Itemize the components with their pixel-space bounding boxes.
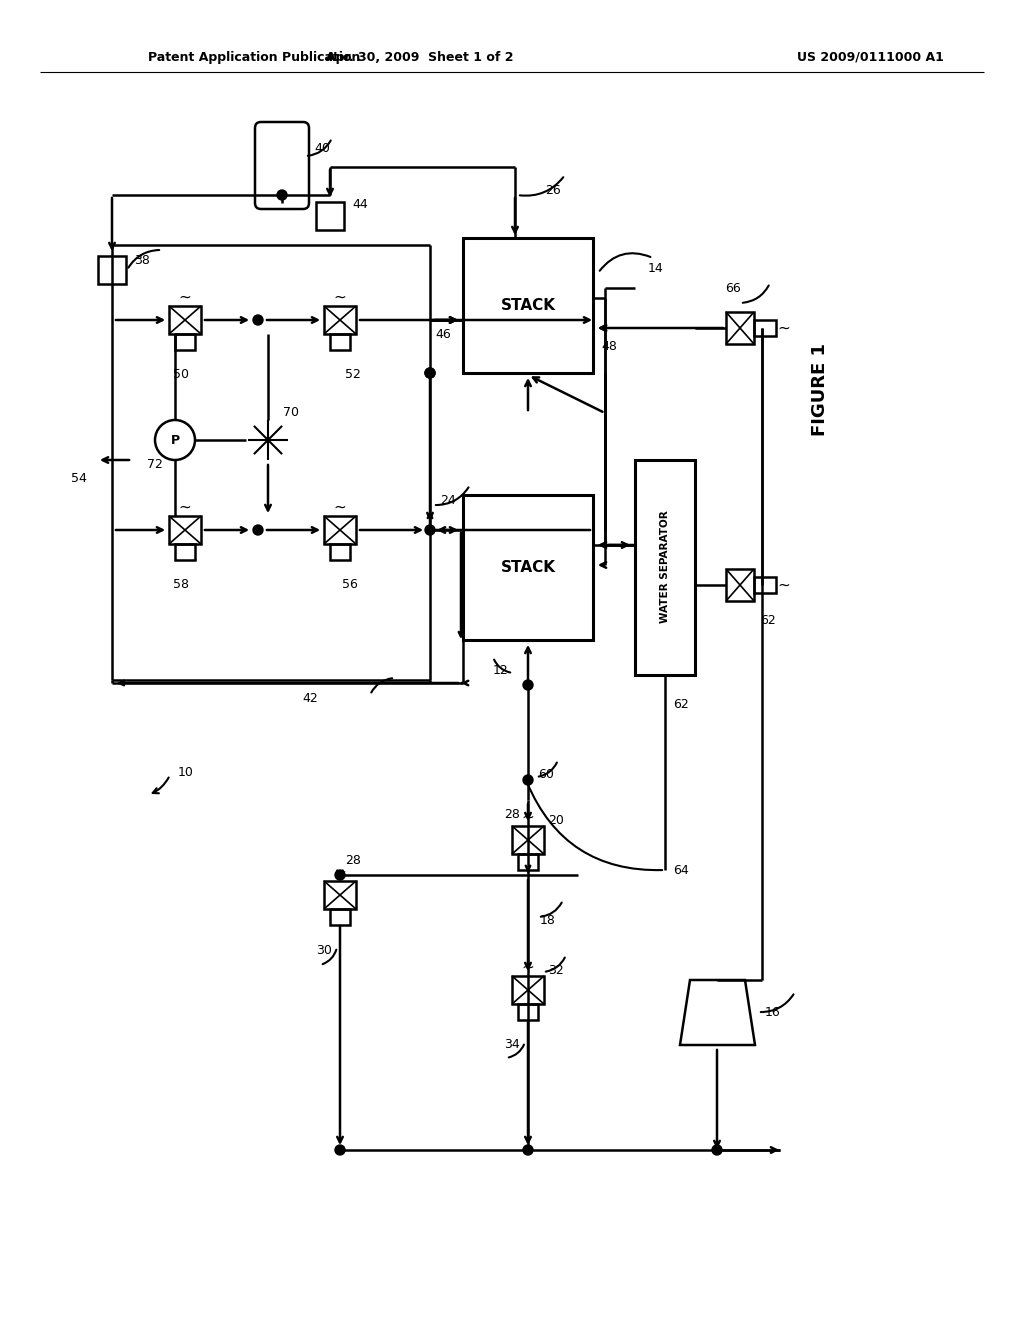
Text: US 2009/0111000 A1: US 2009/0111000 A1 (797, 50, 943, 63)
Bar (518, 1005, 538, 1020)
Bar (754, 319, 776, 337)
Bar (726, 312, 754, 345)
Text: 28: 28 (504, 808, 520, 821)
Circle shape (425, 525, 435, 535)
Text: 52: 52 (345, 368, 360, 381)
Bar (175, 544, 195, 560)
Circle shape (523, 1144, 534, 1155)
Bar (175, 334, 195, 350)
Bar (330, 909, 350, 925)
Text: ~: ~ (178, 499, 191, 515)
Text: P: P (170, 433, 179, 446)
Circle shape (425, 368, 435, 378)
Circle shape (253, 525, 263, 535)
Bar (169, 306, 201, 334)
Text: ~: ~ (521, 809, 535, 825)
Bar (98, 256, 126, 284)
Text: 34: 34 (504, 1039, 520, 1052)
Bar (169, 516, 201, 544)
Text: Patent Application Publication: Patent Application Publication (148, 50, 360, 63)
Text: 40: 40 (314, 141, 330, 154)
Circle shape (425, 368, 435, 378)
Text: FIGURE 1: FIGURE 1 (811, 343, 829, 437)
Text: ~: ~ (334, 289, 346, 305)
Text: 10: 10 (178, 767, 194, 780)
Bar (512, 826, 544, 854)
Text: 20: 20 (548, 813, 564, 826)
Text: 14: 14 (648, 261, 664, 275)
Text: STACK: STACK (501, 560, 555, 574)
Text: 44: 44 (352, 198, 368, 210)
Text: WATER SEPARATOR: WATER SEPARATOR (660, 511, 670, 623)
Circle shape (253, 315, 263, 325)
Text: 18: 18 (540, 913, 556, 927)
Text: 48: 48 (601, 339, 616, 352)
Text: Apr. 30, 2009  Sheet 1 of 2: Apr. 30, 2009 Sheet 1 of 2 (327, 50, 514, 63)
Text: 46: 46 (435, 329, 451, 342)
Text: STACK: STACK (501, 297, 555, 313)
Text: 42: 42 (302, 692, 317, 705)
Text: 58: 58 (173, 578, 189, 591)
Bar (726, 569, 754, 601)
Text: 16: 16 (765, 1006, 780, 1019)
Circle shape (278, 190, 287, 201)
Text: 28: 28 (345, 854, 360, 866)
Bar (324, 880, 356, 909)
Text: 60: 60 (538, 768, 554, 781)
Text: 72: 72 (147, 458, 163, 471)
Bar (324, 306, 356, 334)
Text: 30: 30 (316, 944, 332, 957)
Bar (316, 202, 344, 230)
Text: ~: ~ (334, 865, 346, 879)
Text: 12: 12 (493, 664, 508, 676)
Bar (330, 334, 350, 350)
Text: 54: 54 (71, 471, 87, 484)
Text: 62: 62 (760, 614, 776, 627)
Bar (754, 577, 776, 593)
Bar (512, 975, 544, 1005)
Text: 32: 32 (548, 964, 564, 977)
Text: ~: ~ (178, 289, 191, 305)
Text: ~: ~ (777, 578, 791, 593)
Circle shape (523, 775, 534, 785)
Text: 70: 70 (283, 405, 299, 418)
Text: ~: ~ (521, 960, 535, 974)
Bar (518, 854, 538, 870)
Circle shape (523, 680, 534, 690)
Text: 64: 64 (673, 863, 689, 876)
Circle shape (335, 870, 345, 880)
Bar (330, 544, 350, 560)
Bar (463, 238, 593, 374)
Text: 26: 26 (545, 183, 561, 197)
Bar (324, 516, 356, 544)
Text: 50: 50 (173, 368, 189, 381)
Circle shape (712, 1144, 722, 1155)
Text: 56: 56 (342, 578, 357, 591)
Text: ~: ~ (777, 321, 791, 335)
Text: 38: 38 (134, 253, 150, 267)
Text: 24: 24 (440, 494, 456, 507)
Bar (463, 495, 593, 640)
Text: ~: ~ (334, 499, 346, 515)
Text: 62: 62 (673, 698, 689, 711)
Text: 66: 66 (725, 281, 740, 294)
Bar (635, 459, 695, 675)
Circle shape (335, 1144, 345, 1155)
